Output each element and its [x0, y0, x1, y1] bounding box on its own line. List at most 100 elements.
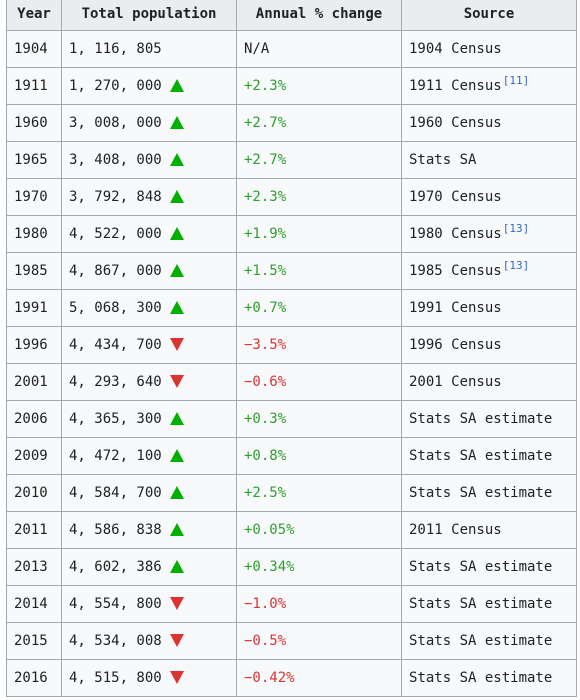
table-row: 1960 3, 008, 000 +2.7% 1960 Census	[6, 104, 577, 142]
reference-link[interactable]: [13]	[502, 259, 530, 273]
annual-change-cell: +2.7%	[236, 141, 402, 179]
annual-change-cell: +0.8%	[236, 437, 402, 475]
annual-change-cell: N/A	[236, 30, 402, 68]
increase-arrow-icon	[169, 189, 184, 203]
year-cell: 1960	[6, 104, 62, 142]
source-text: Stats SA estimate	[409, 670, 553, 686]
population-cell: 1, 270, 000	[61, 67, 237, 105]
annual-change-cell: +0.7%	[236, 289, 402, 327]
year-cell: 2011	[6, 511, 62, 549]
increase-arrow-icon	[169, 226, 184, 240]
source-text: Stats SA	[409, 152, 477, 168]
population-cell: 3, 792, 848	[61, 178, 237, 216]
source-cell: 1911 Census[11]	[401, 67, 577, 105]
annual-change-cell: +0.3%	[236, 400, 402, 438]
population-cell: 4, 293, 640	[61, 363, 237, 401]
decrease-arrow-icon	[169, 670, 184, 684]
population-cell: 5, 068, 300	[61, 289, 237, 327]
header-total-population[interactable]: Total population	[61, 0, 237, 31]
increase-arrow-icon	[169, 263, 184, 277]
table-row: 2001 4, 293, 640 −0.6% 2001 Census	[6, 363, 577, 401]
year-cell: 1996	[6, 326, 62, 364]
year-cell: 2010	[6, 474, 62, 512]
annual-change-cell: +1.9%	[236, 215, 402, 253]
annual-change-cell: +0.34%	[236, 548, 402, 586]
source-text: Stats SA estimate	[409, 596, 553, 612]
population-table: Year Total population Annual % change So…	[6, 0, 577, 697]
year-cell: 2001	[6, 363, 62, 401]
source-text: Stats SA estimate	[409, 559, 553, 575]
source-text: Stats SA estimate	[409, 633, 553, 649]
source-cell: Stats SA	[401, 141, 577, 179]
year-cell: 1991	[6, 289, 62, 327]
annual-change-cell: −1.0%	[236, 585, 402, 623]
year-cell: 2015	[6, 622, 62, 660]
source-text: 1904 Census	[409, 41, 502, 57]
population-value: 1, 116, 805	[69, 41, 162, 57]
population-value: 1, 270, 000	[69, 78, 162, 94]
population-cell: 4, 434, 700	[61, 326, 237, 364]
table-row: 2011 4, 586, 838 +0.05% 2011 Census	[6, 511, 577, 549]
year-cell: 2013	[6, 548, 62, 586]
increase-arrow-icon	[169, 300, 184, 314]
source-text: 1970 Census	[409, 189, 502, 205]
table-row: 1985 4, 867, 000 +1.5% 1985 Census[13]	[6, 252, 577, 290]
year-cell: 1980	[6, 215, 62, 253]
decrease-arrow-icon	[169, 633, 184, 647]
table-row: 2013 4, 602, 386 +0.34% Stats SA estimate	[6, 548, 577, 586]
header-year[interactable]: Year	[6, 0, 62, 31]
annual-change-cell: +2.3%	[236, 67, 402, 105]
annual-change-cell: +2.5%	[236, 474, 402, 512]
year-cell: 1970	[6, 178, 62, 216]
annual-change-cell: −0.5%	[236, 622, 402, 660]
decrease-arrow-icon	[169, 596, 184, 610]
source-text: 1996 Census	[409, 337, 502, 353]
year-cell: 1904	[6, 30, 62, 68]
reference-link[interactable]: [13]	[502, 222, 530, 236]
source-cell: 1985 Census[13]	[401, 252, 577, 290]
table-body: 1904 1, 116, 805 N/A 1904 Census 1911 1, 270,…	[6, 30, 577, 697]
source-cell: Stats SA estimate	[401, 437, 577, 475]
population-cell: 4, 534, 008	[61, 622, 237, 660]
increase-arrow-icon	[169, 522, 184, 536]
population-value: 4, 365, 300	[69, 411, 162, 427]
population-value: 4, 472, 100	[69, 448, 162, 464]
population-cell: 4, 602, 386	[61, 548, 237, 586]
source-cell: 1980 Census[13]	[401, 215, 577, 253]
table-row: 1980 4, 522, 000 +1.9% 1980 Census[13]	[6, 215, 577, 253]
source-cell: 1970 Census	[401, 178, 577, 216]
table-row: 1911 1, 270, 000 +2.3% 1911 Census[11]	[6, 67, 577, 105]
annual-change-cell: −0.6%	[236, 363, 402, 401]
header-annual-change[interactable]: Annual % change	[236, 0, 402, 31]
table-header: Year Total population Annual % change So…	[6, 0, 577, 31]
year-cell: 2016	[6, 659, 62, 697]
year-cell: 1985	[6, 252, 62, 290]
annual-change-cell: +2.3%	[236, 178, 402, 216]
year-cell: 1911	[6, 67, 62, 105]
population-cell: 4, 522, 000	[61, 215, 237, 253]
population-value: 3, 792, 848	[69, 189, 162, 205]
source-cell: 1991 Census	[401, 289, 577, 327]
source-cell: 1996 Census	[401, 326, 577, 364]
table-row: 1996 4, 434, 700 −3.5% 1996 Census	[6, 326, 577, 364]
source-cell: 1904 Census	[401, 30, 577, 68]
source-text: 1960 Census	[409, 115, 502, 131]
population-value: 5, 068, 300	[69, 300, 162, 316]
table-row: 2006 4, 365, 300 +0.3% Stats SA estimate	[6, 400, 577, 438]
source-text: Stats SA estimate	[409, 448, 553, 464]
header-source[interactable]: Source	[401, 0, 577, 31]
year-cell: 2006	[6, 400, 62, 438]
table-row: 1965 3, 408, 000 +2.7% Stats SA	[6, 141, 577, 179]
source-text: 1985 Census	[409, 263, 502, 279]
table-row: 2010 4, 584, 700 +2.5% Stats SA estimate	[6, 474, 577, 512]
population-value: 4, 586, 838	[69, 522, 162, 538]
source-cell: Stats SA estimate	[401, 400, 577, 438]
population-cell: 3, 008, 000	[61, 104, 237, 142]
population-value: 4, 515, 800	[69, 670, 162, 686]
source-cell: Stats SA estimate	[401, 622, 577, 660]
decrease-arrow-icon	[169, 337, 184, 351]
reference-link[interactable]: [11]	[502, 74, 530, 88]
table-row: 1991 5, 068, 300 +0.7% 1991 Census	[6, 289, 577, 327]
population-value: 4, 434, 700	[69, 337, 162, 353]
table-row: 2014 4, 554, 800 −1.0% Stats SA estimate	[6, 585, 577, 623]
